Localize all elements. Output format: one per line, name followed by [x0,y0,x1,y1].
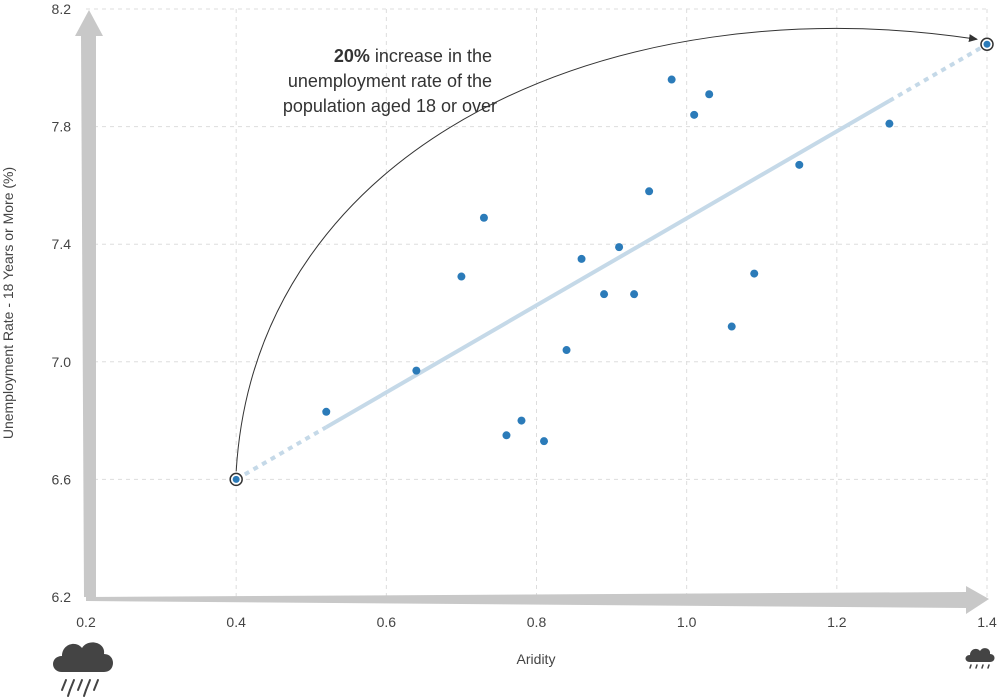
data-point [600,290,609,299]
y-tick-label: 7.0 [52,354,72,370]
y-tick-label: 6.6 [52,471,72,487]
y-tick-label: 6.2 [52,589,72,605]
y-tick-label: 8.2 [52,1,72,17]
y-tick-label: 7.8 [52,119,72,135]
data-point [750,269,759,278]
x-tick-label: 0.4 [226,614,246,630]
data-point [705,90,714,99]
trend-line-dashed-start [235,425,328,482]
grid-lines [86,8,988,597]
annotation-line-2: unemployment rate of the [288,71,492,91]
x-tick-label: 0.6 [377,614,397,630]
x-tick-label: 1.0 [677,614,697,630]
annotation-line-1-rest: increase in the [370,46,492,66]
annotation-text: 20% increase in the unemployment rate of… [283,46,497,116]
data-point [667,75,676,84]
data-point [615,243,624,252]
annotation-line-1: 20% increase in the [334,46,492,66]
data-point [502,431,511,440]
annotation-line-3: population aged 18 or over [283,96,497,116]
trend-start-marker [229,472,243,487]
data-point [540,437,549,446]
light-rain-cloud-icon [965,648,995,669]
y-axis-arrow [75,10,103,597]
data-point [412,366,421,375]
annotation-arc [235,28,978,472]
y-axis-label: Unemployment Rate - 18 Years or More (%) [0,167,16,439]
x-axis-label: Aridity [517,651,556,667]
data-point [795,160,804,169]
x-tick-label: 0.2 [76,614,96,630]
heavy-rain-cloud-icon [53,642,113,697]
data-point [577,254,586,263]
y-tick-label: 7.4 [52,236,72,252]
data-point [630,290,639,299]
axes [75,10,989,614]
trend-line [229,37,994,487]
x-axis-arrow [86,586,989,614]
data-point [517,416,526,425]
data-point [727,322,736,331]
data-point [457,272,466,281]
annotation-bold: 20% [334,46,370,66]
trend-line-dashed-end [888,42,989,103]
data-points [322,75,894,446]
tick-labels: 0.2 0.4 0.6 0.8 1.0 1.2 1.4 6.2 6.6 7.0 7.4 7.8 8.2 [52,1,997,630]
data-point [479,213,488,222]
x-tick-label: 1.2 [827,614,847,630]
data-point [645,187,654,196]
annotation-arc-path [235,28,978,472]
trend-line-solid [325,99,891,429]
x-tick-label: 0.8 [527,614,547,630]
x-tick-label: 1.4 [977,614,997,630]
data-point [690,110,699,119]
data-point [562,346,571,355]
trend-end-marker [980,37,994,52]
data-point [885,119,894,128]
data-point [322,407,331,416]
